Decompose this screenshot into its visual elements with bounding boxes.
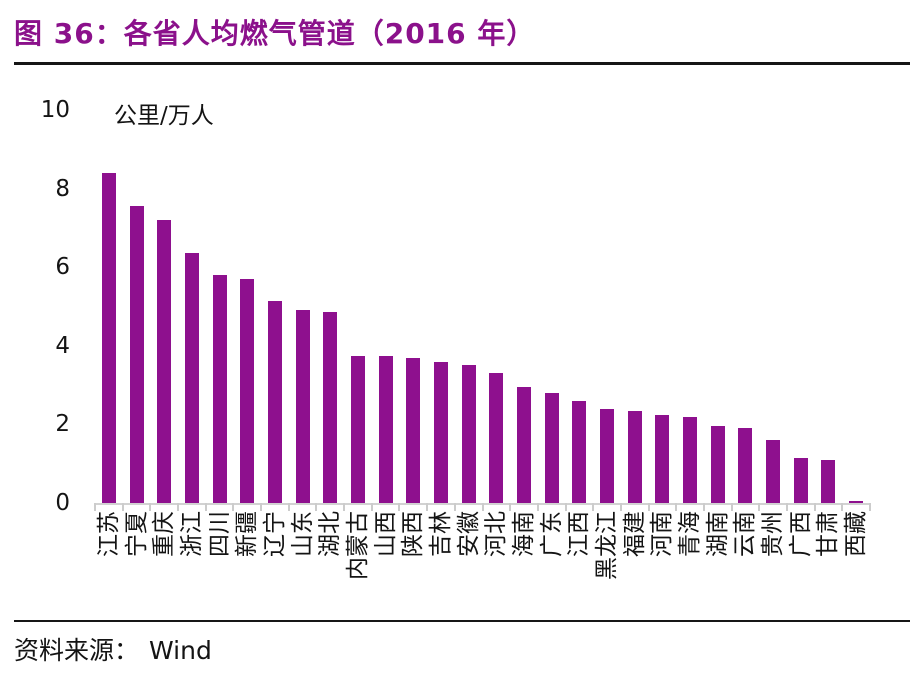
bar <box>627 411 642 503</box>
bar <box>655 415 670 503</box>
y-tick-label: 8 <box>55 175 70 202</box>
y-tick-label: 0 <box>55 490 70 516</box>
x-axis-tick <box>592 503 595 511</box>
bar <box>295 310 310 503</box>
bar <box>572 401 587 503</box>
x-axis-tick <box>260 503 263 511</box>
figure-title: 图 36：各省人均燃气管道（2016 年） <box>14 17 536 50</box>
x-axis-tick <box>453 503 456 511</box>
x-axis-tick <box>509 503 512 511</box>
bar <box>683 417 698 503</box>
x-axis-tick <box>315 503 318 511</box>
x-axis-tick <box>841 503 844 511</box>
source-value: Wind <box>149 636 212 665</box>
x-axis-tick <box>398 503 401 511</box>
x-axis-tick <box>619 503 622 511</box>
x-axis-tick <box>121 503 124 511</box>
x-axis-tick <box>94 503 96 511</box>
x-axis-tick <box>481 503 484 511</box>
bar <box>378 356 393 503</box>
bar <box>323 312 338 503</box>
x-axis-tick <box>702 503 705 511</box>
bar <box>489 373 504 503</box>
x-axis-tick <box>232 503 235 511</box>
x-axis-tick <box>564 503 567 511</box>
x-axis-tick <box>370 503 373 511</box>
source-note: 资料来源： Wind <box>14 631 212 667</box>
x-axis-tick <box>813 503 816 511</box>
bar <box>793 458 808 503</box>
x-axis-tick <box>730 503 733 511</box>
bar <box>600 409 615 503</box>
bar <box>433 362 448 503</box>
y-tick-label: 2 <box>55 411 70 438</box>
bar <box>406 358 421 503</box>
x-axis-tick <box>426 503 429 511</box>
bar <box>738 428 753 503</box>
bar <box>710 426 725 503</box>
x-axis-tick <box>675 503 678 511</box>
x-axis-tick <box>204 503 207 511</box>
title-divider <box>14 62 910 65</box>
bar <box>821 460 836 503</box>
bar <box>849 501 864 503</box>
x-axis-tick <box>343 503 346 511</box>
bar <box>212 275 227 503</box>
x-axis-tick <box>647 503 650 511</box>
bar <box>350 356 365 503</box>
y-tick-label: 6 <box>55 254 70 281</box>
x-axis-tick <box>758 503 761 511</box>
bar <box>267 301 282 503</box>
x-axis-tick <box>536 503 539 511</box>
bar <box>240 279 255 503</box>
x-axis-tick <box>869 503 871 511</box>
footer-divider <box>14 620 910 622</box>
bar <box>129 206 144 503</box>
y-axis-unit-label: 公里/万人 <box>114 103 214 129</box>
bar <box>157 220 172 503</box>
bar <box>544 393 559 503</box>
y-tick-label: 4 <box>55 332 70 359</box>
bar <box>184 253 199 503</box>
x-axis-tick <box>149 503 152 511</box>
bar <box>517 387 532 503</box>
bar <box>101 173 116 503</box>
source-label: 资料来源： <box>14 638 140 665</box>
y-tick-label: 10 <box>40 97 70 123</box>
x-axis-tick <box>287 503 290 511</box>
bar <box>766 440 781 503</box>
x-axis-tick <box>177 503 180 511</box>
bar <box>461 365 476 503</box>
x-axis-tick <box>785 503 788 511</box>
